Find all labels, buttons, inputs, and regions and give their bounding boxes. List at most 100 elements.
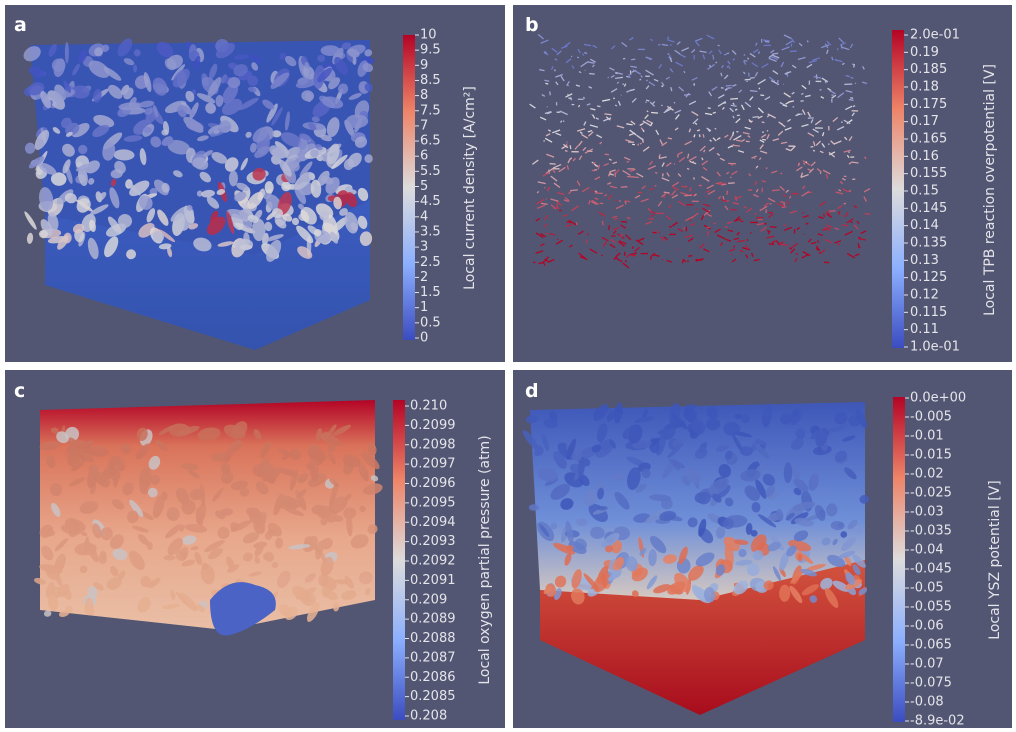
tpb-segment (807, 41, 808, 43)
tpb-segment (684, 227, 685, 229)
tpb-segment (724, 54, 727, 55)
colorbar-tick-label: 0.208 (410, 709, 447, 724)
colorbar-title: Local current density [A/cm²] (462, 86, 478, 290)
colorbar-tick-label: 0.2088 (410, 631, 456, 646)
tpb-segment (684, 195, 692, 196)
colorbar-tick-label: -0.08 (910, 695, 944, 710)
tpb-segment (670, 44, 671, 45)
colorbar-tick-label: 0.15 (910, 184, 939, 199)
tpb-segment (767, 130, 768, 131)
tpb-segment (632, 177, 639, 178)
colorbar-tick-label: 0.2091 (410, 573, 456, 588)
tpb-segment (777, 80, 778, 85)
colorbar-tick-label: 0.155 (910, 166, 947, 181)
tpb-segment (865, 213, 871, 214)
tpb-segment (609, 225, 610, 230)
tpb-segment (780, 244, 788, 245)
tpb-segment (725, 227, 728, 228)
tpb-segment (621, 187, 628, 188)
colorbar-tick-label: 2.5 (420, 255, 441, 270)
figure: a109.598.587.576.565.554.543.532.521.510… (0, 0, 1016, 732)
colorbar-tick-label: -0.07 (910, 657, 944, 672)
tpb-segment (829, 144, 830, 145)
colorbar-tick-label: 7 (420, 118, 428, 133)
tpb-segment (837, 48, 838, 50)
pore (322, 586, 330, 597)
tpb-segment (647, 111, 648, 112)
colorbar-tick-label: 0.2095 (410, 495, 456, 510)
tpb-segment (623, 84, 624, 85)
tpb-segment (571, 56, 572, 57)
colorbar-tick-label: -0.01 (910, 429, 944, 444)
tpb-segment (806, 162, 808, 163)
tpb-segment (844, 203, 846, 204)
tpb-segment (674, 102, 675, 103)
tpb-segment (621, 222, 627, 223)
colorbar-tick-label: 10 (420, 28, 437, 43)
colorbar-tick-label: -0.015 (910, 448, 952, 463)
tpb-segment (624, 252, 625, 256)
tpb-segment (545, 83, 548, 84)
tpb-segment (567, 222, 572, 223)
tpb-segment (664, 192, 670, 193)
colorbar-tick-label: -0.02 (910, 467, 944, 482)
tpb-segment (799, 163, 800, 166)
colorbar-tick-label: -0.05 (910, 581, 944, 596)
tpb-segment (626, 162, 629, 163)
tpb-segment (684, 95, 691, 96)
tpb-segment (640, 79, 641, 80)
tpb-segment (839, 211, 840, 215)
colorbar-tick-label: 0.2092 (410, 554, 456, 569)
colorbar-tick-label: 0 (420, 331, 428, 346)
tpb-segment (686, 186, 688, 187)
tpb-segment (782, 207, 787, 208)
colorbar-tick-label: -0.005 (910, 410, 952, 425)
colorbar-tick-label: 0.135 (910, 236, 947, 251)
tpb-segment (567, 94, 568, 95)
colorbar-tick-label: 0.115 (910, 305, 947, 320)
tpb-segment (694, 134, 695, 137)
colorbar-tick-label: 0.2087 (410, 650, 456, 665)
colorbar-tick-label: 0.209 (410, 592, 447, 607)
tpb-segment (669, 226, 672, 227)
colorbar-tick-label: 0.175 (910, 97, 947, 112)
colorbar-tick-label: 4 (420, 209, 428, 224)
colorbar (893, 397, 905, 722)
colorbar-tick-label: 0.210 (410, 399, 447, 414)
tpb-segment (736, 140, 741, 141)
tpb-segment (772, 53, 778, 54)
colorbar-tick-label: 7.5 (420, 103, 441, 118)
tpb-segment (631, 59, 635, 60)
tpb-segment (546, 233, 548, 234)
colorbar-tick-label: 0.14 (910, 218, 939, 233)
colorbar-tick-label: 1 (420, 300, 428, 315)
colorbar-tick-label: -0.035 (910, 524, 952, 539)
panel: b2.0e-010.190.1850.180.1750.170.1650.160… (513, 5, 1012, 362)
tpb-segment (838, 244, 840, 245)
colorbar-tick-label: 0.11 (910, 322, 939, 337)
colorbar-tick-label: 0.0e+00 (910, 391, 966, 406)
colorbar-title: Local oxygen partial pressure (atm) (477, 435, 493, 684)
colorbar-tick-label: 0.185 (910, 62, 947, 77)
colorbar-tick-label: -8.9e-02 (910, 714, 965, 729)
tpb-segment (616, 200, 617, 202)
colorbar-tick-label: 9.5 (420, 43, 441, 58)
tpb-segment (687, 168, 689, 169)
tpb-segment (651, 113, 658, 114)
panel: d0.0e+00-0.005-0.01-0.015-0.02-0.025-0.0… (513, 370, 1012, 729)
page: a109.598.587.576.565.554.543.532.521.510… (0, 0, 1016, 732)
tpb-segment (659, 232, 660, 233)
tpb-segment (818, 240, 819, 242)
colorbar-tick-label: 1.0e-01 (910, 340, 960, 355)
colorbar-tick-label: 0.2099 (410, 418, 456, 433)
panel-label: c (14, 380, 25, 402)
tpb-segment (586, 239, 587, 243)
tpb-segment (820, 90, 822, 91)
colorbar-tick-label: 0.125 (910, 270, 947, 285)
tpb-segment (853, 106, 855, 107)
colorbar-tick-label: -0.055 (910, 600, 952, 615)
tpb-segment (550, 92, 551, 96)
tpb-segment (640, 143, 642, 144)
colorbar-tick-label: -0.04 (910, 543, 944, 558)
colorbar-tick-label: 9 (420, 58, 428, 73)
